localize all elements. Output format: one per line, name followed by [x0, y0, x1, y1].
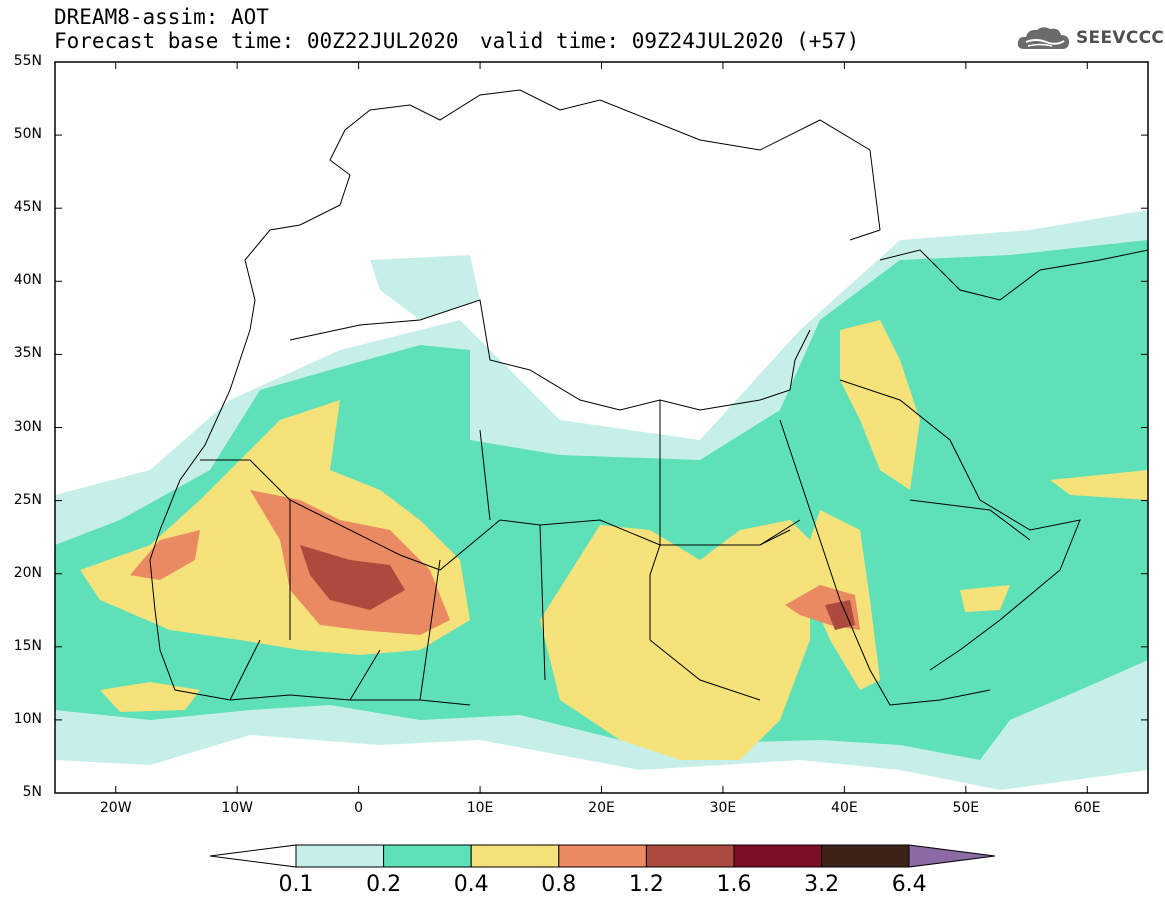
aot-contour-0.4 — [540, 520, 810, 760]
lat-tick-label: 55N — [13, 53, 42, 69]
lat-tick-label: 10N — [13, 710, 42, 727]
border — [289, 400, 791, 701]
colorbar-level-label: 3.2 — [804, 872, 840, 897]
lon-tick-label: 60E — [1073, 800, 1101, 816]
colorbar-swatch — [470, 844, 560, 868]
lon-tick-label: 10E — [466, 800, 494, 816]
colorbar-swatch — [821, 844, 910, 868]
border — [229, 499, 1031, 701]
aot-contour-0.4 — [1050, 470, 1148, 500]
lat-tick-label: 20N — [13, 564, 42, 581]
lon-tick-label: 20E — [588, 800, 615, 816]
aot-contour-1.2 — [300, 545, 405, 610]
lon-tick-label: 50E — [952, 800, 980, 816]
map-title: DREAM8-assim: AOT — [54, 5, 269, 29]
aot-field — [55, 62, 1148, 793]
colorbar-level-label: 6.4 — [891, 872, 927, 897]
lat-tick-label: 35N — [13, 345, 42, 362]
colorbar-level-label: 1.6 — [716, 872, 752, 897]
border — [200, 459, 801, 571]
logo-text: SEEVCCC — [1076, 28, 1165, 48]
cloud-icon — [1017, 27, 1069, 49]
colorbar-level-label: 0.1 — [278, 872, 314, 897]
lat-tick-label: 5N — [22, 784, 42, 800]
axis-ticks — [55, 61, 1148, 794]
lat-tick-label: 45N — [13, 199, 42, 216]
coastline — [149, 329, 471, 706]
colorbar-swatch — [558, 844, 647, 868]
coastline — [289, 299, 811, 411]
colorbar-level-label: 1.2 — [628, 872, 664, 897]
valid-time: valid time: 09Z24JUL2020 (+57) — [480, 29, 860, 53]
coastline — [779, 419, 991, 706]
coastlines — [149, 89, 1148, 706]
colorbar-level-label: 0.4 — [453, 872, 489, 897]
aot-contour-0.8 — [130, 530, 200, 580]
aot-contour-1.2 — [825, 600, 855, 630]
colorbar — [209, 844, 996, 868]
lat-tick-label: 25N — [13, 491, 42, 508]
lon-tick-label: 30E — [709, 800, 737, 816]
aot-contour-0.4 — [840, 320, 920, 490]
lat-tick-label: 40N — [13, 272, 42, 289]
coastline — [879, 249, 1148, 301]
colorbar-swatch — [383, 844, 472, 868]
aot-contour-0.1 — [370, 255, 480, 320]
colorbar-over-arrow — [908, 844, 996, 868]
seevccc-logo: SEEVCCC — [1016, 24, 1164, 52]
aot-contour-0.4 — [960, 585, 1010, 612]
lon-tick-label: 20W — [99, 800, 132, 816]
lon-tick-label: 40E — [831, 800, 858, 816]
colorbar-under-arrow — [209, 844, 297, 868]
colorbar-swatch — [733, 844, 823, 868]
lat-tick-label: 30N — [13, 418, 42, 435]
lon-tick-label: 10W — [221, 800, 253, 816]
lat-tick-label: 15N — [13, 637, 42, 654]
lat-tick-label: 50N — [13, 126, 42, 143]
coastline — [244, 89, 881, 331]
forecast-base-time: Forecast base time: 00Z22JUL2020 — [54, 29, 459, 53]
lon-tick-label: 0 — [354, 800, 364, 816]
colorbar-swatch — [645, 844, 735, 868]
colorbar-level-label: 0.8 — [541, 872, 577, 897]
colorbar-level-label: 0.2 — [366, 872, 402, 897]
coastline — [839, 379, 1081, 671]
colorbar-swatch — [295, 844, 385, 868]
